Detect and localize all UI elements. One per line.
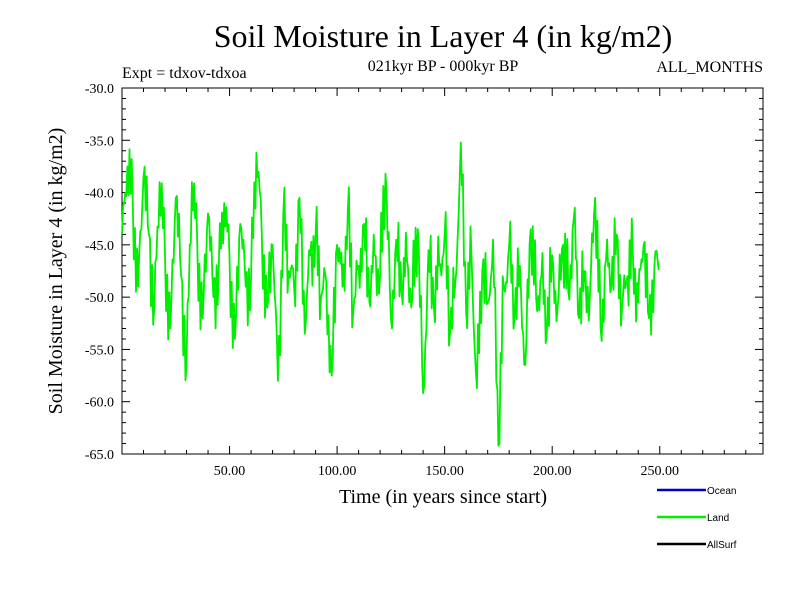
- legend-label-land: Land: [707, 513, 729, 524]
- x-tick-label: 150.00: [425, 464, 464, 479]
- legend-label-ocean: Ocean: [707, 486, 736, 497]
- x-tick-label: 200.00: [533, 464, 572, 479]
- x-tick-labels: 50.00 100.00 150.00 200.00 250.00: [214, 464, 679, 479]
- y-tick-label: -45.0: [85, 239, 114, 254]
- chart-title: Soil Moisture in Layer 4 (in kg/m2): [214, 18, 673, 54]
- y-tick-label: -55.0: [85, 343, 114, 358]
- x-tick-label: 50.00: [214, 464, 246, 479]
- x-tick-label: 100.00: [318, 464, 357, 479]
- y-tick-label: -50.0: [85, 291, 114, 306]
- series-layer: [121, 141, 660, 447]
- x-axis-label: Time (in years since start): [339, 486, 547, 508]
- experiment-label: Expt = tdxov-tdxoa: [122, 65, 247, 82]
- months-label: ALL_MONTHS: [656, 59, 763, 76]
- series-line-land: [121, 141, 660, 447]
- legend-label-allsurf: AllSurf: [707, 540, 737, 551]
- legend: Ocean Land AllSurf: [657, 486, 737, 551]
- plot-area: [121, 87, 764, 455]
- plot-frame: [121, 87, 764, 455]
- y-tick-label: -35.0: [85, 134, 114, 149]
- y-tick-labels: -30.0 -35.0 -40.0 -45.0 -50.0 -55.0 -60.0 -65.0: [85, 82, 114, 463]
- x-tick-label: 250.00: [641, 464, 680, 479]
- y-tick-label: -65.0: [85, 448, 114, 463]
- y-tick-label: -40.0: [85, 187, 114, 202]
- axis-ticks: [121, 87, 763, 455]
- y-axis-label: Soil Moisture in Layer 4 (in kg/m2): [45, 128, 67, 415]
- y-tick-label: -30.0: [85, 82, 114, 97]
- y-tick-label: -60.0: [85, 396, 114, 411]
- period-label: 021kyr BP - 000kyr BP: [368, 58, 519, 75]
